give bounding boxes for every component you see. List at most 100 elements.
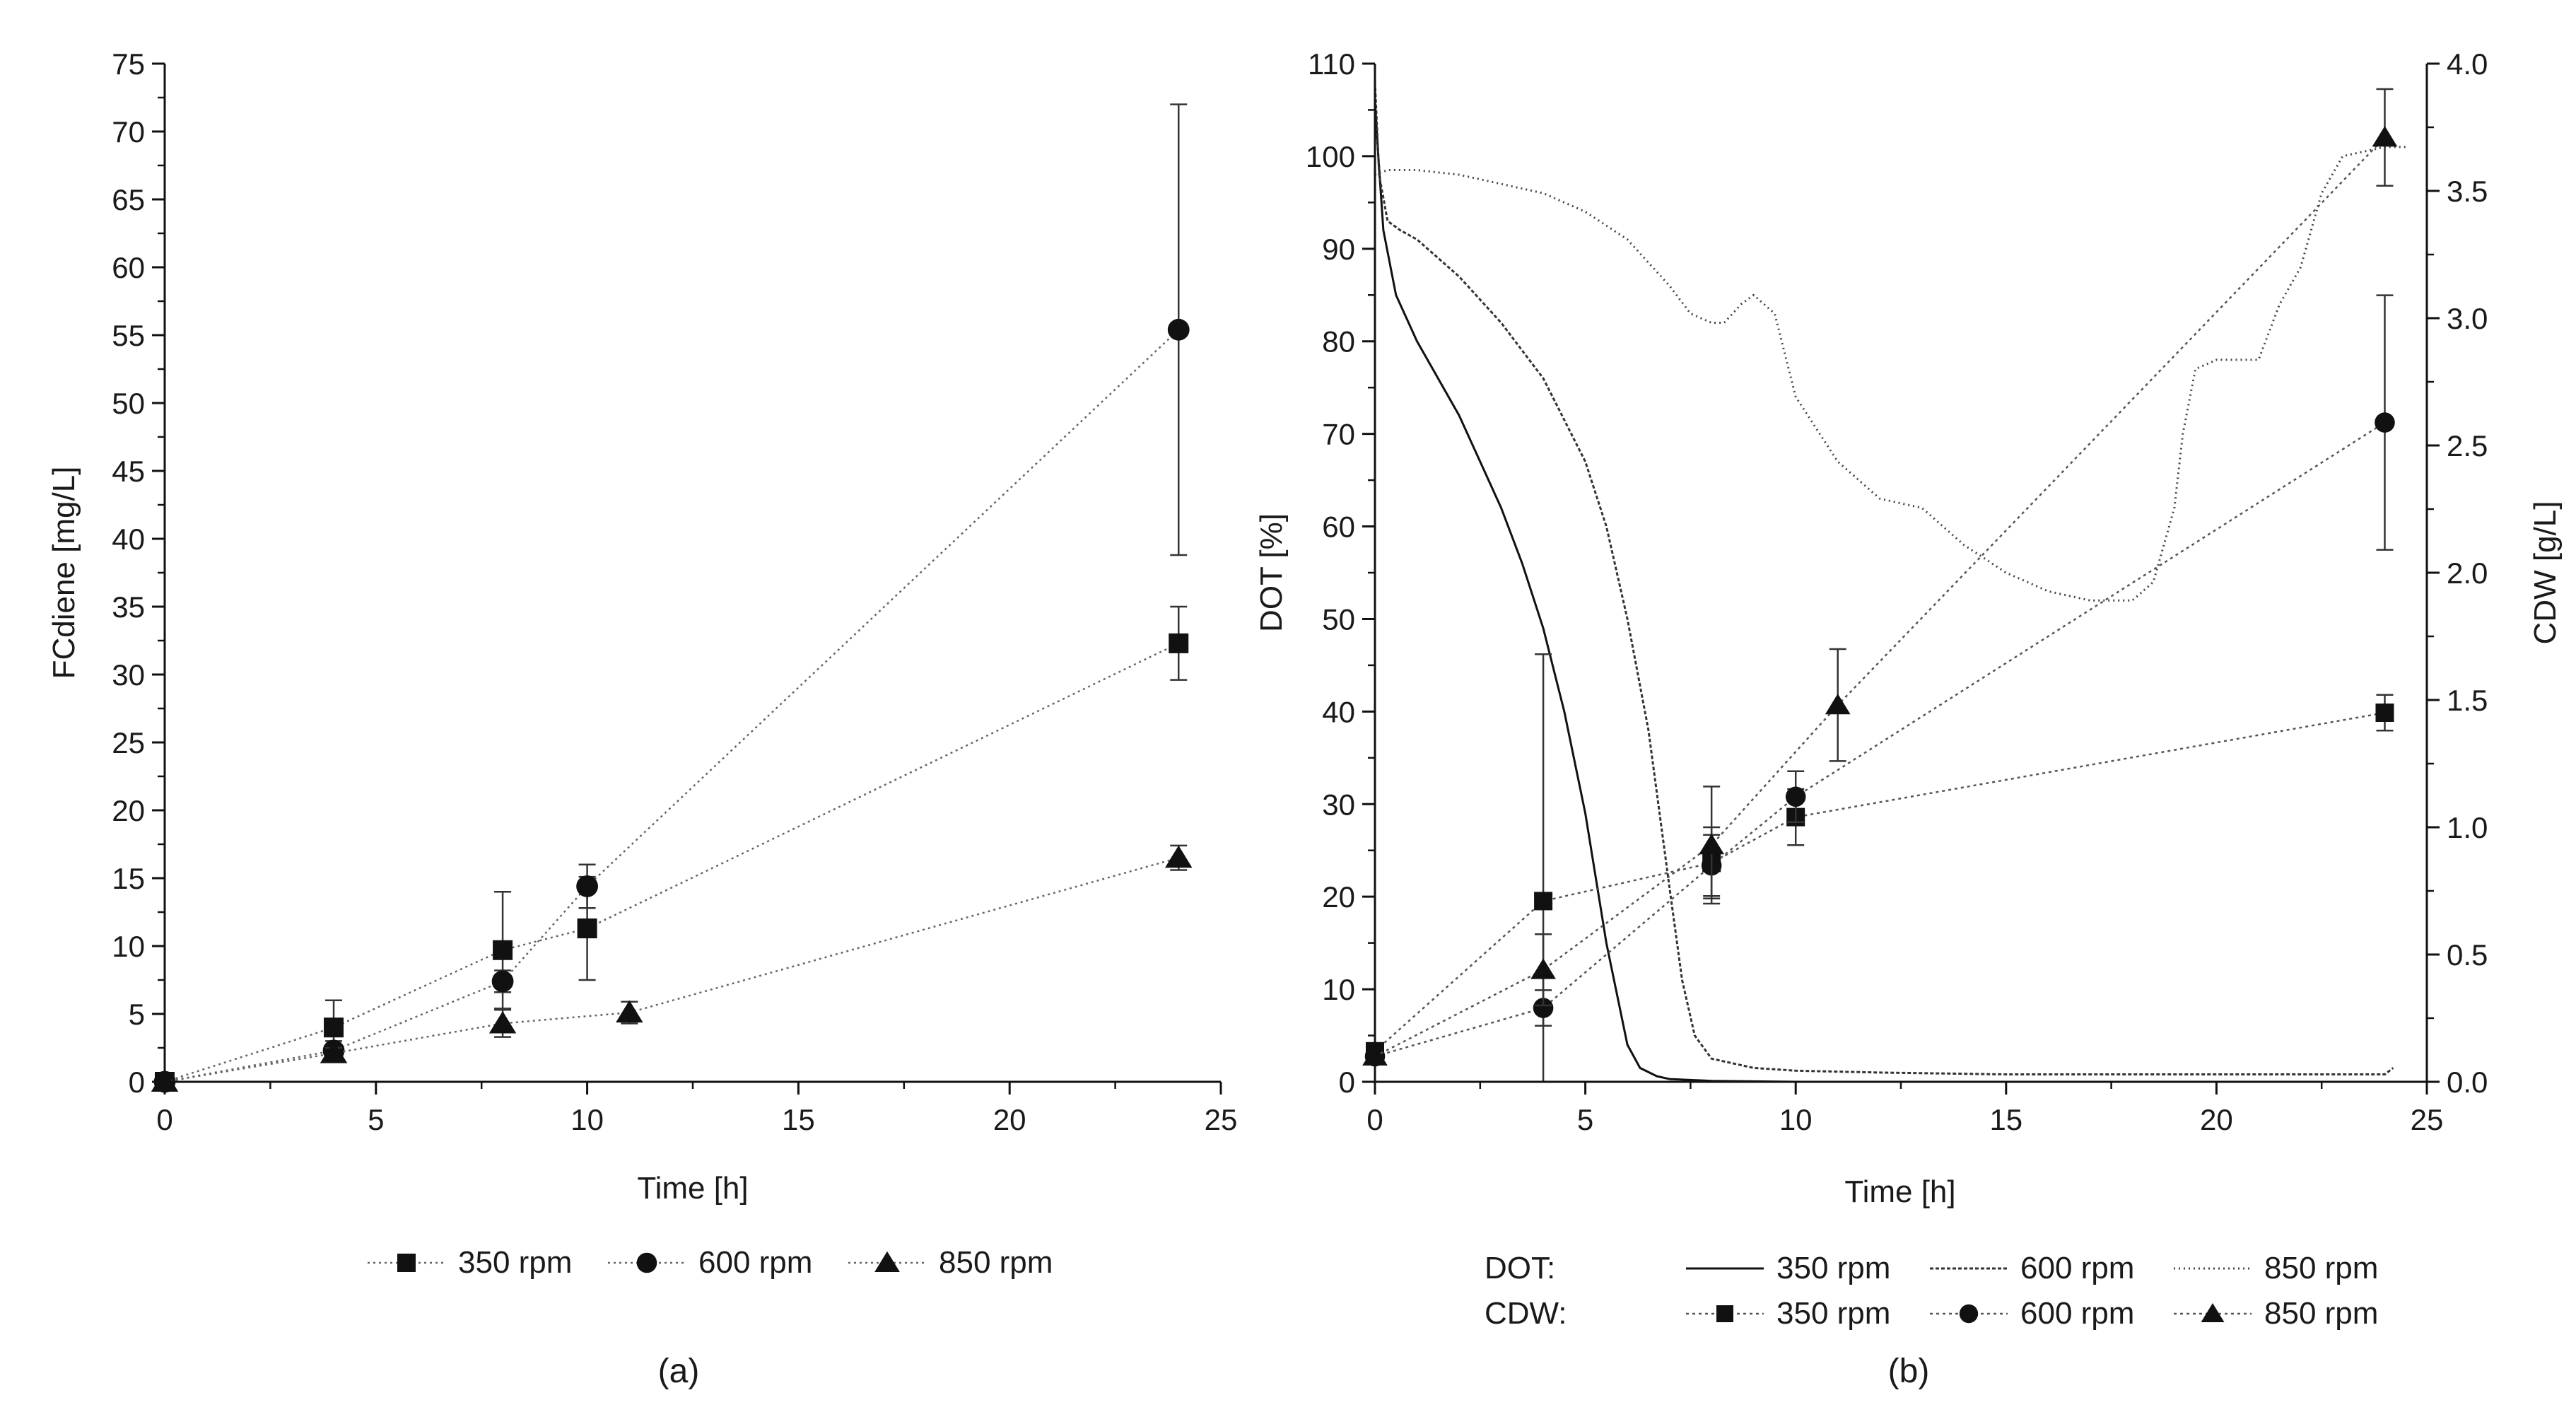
- panel-a-y-tick-label: 55: [112, 319, 145, 352]
- panel-b-x-axis-label: Time [h]: [1844, 1174, 1955, 1209]
- panel-b-x-tick-label: 15: [1989, 1103, 2022, 1136]
- panel-b-y-left-tick-label: 20: [1322, 880, 1355, 914]
- panel-b-y-right-tick-label: 0.0: [2447, 1066, 2488, 1099]
- panel-b-y-right-tick-label: 4.0: [2447, 47, 2488, 81]
- panel-b-y-left-tick-label: 50: [1322, 602, 1355, 636]
- panel-a-x-tick-label: 0: [156, 1103, 172, 1136]
- panel-a-series-0: [155, 605, 1189, 1092]
- cdw-data-point: [1530, 958, 1556, 979]
- panel-a-y-tick-label: 35: [112, 590, 145, 624]
- cdw-series-line: [1374, 421, 2386, 1058]
- panel-b-x-tick-label: 10: [1779, 1103, 1813, 1136]
- panel-a-x-axis-label: Time [h]: [637, 1171, 748, 1206]
- panel-a-data-point: [616, 1000, 643, 1023]
- cdw-series-1: [1364, 294, 2395, 1067]
- cdw-series-2: [1362, 88, 2398, 1066]
- legend-label: 350 rpm: [458, 1245, 572, 1280]
- panel-b-y-right-axis-label: CDW [g/L]: [2528, 501, 2563, 645]
- panel-b-axes: 01020304050607080901001100.00.51.01.52.0…: [1306, 47, 2488, 1136]
- panel-b-y-right-tick-label: 2.5: [2447, 429, 2488, 462]
- panel-a-data-point: [491, 970, 514, 993]
- cdw-series-line: [1374, 711, 2385, 1052]
- legend-cdw-label: 850 rpm: [2264, 1296, 2378, 1331]
- dot-line-1: [1374, 82, 2394, 1076]
- panel-b-y-right-tick-label: 0.5: [2447, 938, 2488, 972]
- panel-b-y-right-tick-label: 1.0: [2447, 811, 2488, 844]
- panel-b-y-left-tick-label: 110: [1308, 47, 1355, 81]
- panel-a-y-tick-label: 60: [112, 251, 145, 284]
- panel-b-y-left-tick-label: 70: [1322, 418, 1355, 451]
- panel-a-x-tick-label: 20: [993, 1103, 1026, 1136]
- panel-b-y-right-tick-label: 3.0: [2447, 302, 2488, 335]
- panel-b-dot-lines: [1374, 82, 2427, 1083]
- legend-cdw-label: 600 rpm: [2020, 1296, 2134, 1331]
- legend-dot-heading: DOT:: [1485, 1251, 1555, 1285]
- dot-line-0: [1374, 100, 2427, 1083]
- cdw-data-point: [1699, 833, 1725, 855]
- legend-cdw-marker: [1716, 1305, 1733, 1322]
- panel-a-x-tick-label: 5: [368, 1103, 384, 1136]
- panel-a-data-point: [1167, 318, 1190, 341]
- dot-line-2: [1374, 146, 2406, 602]
- legend-cdw-marker: [1959, 1304, 1979, 1324]
- panel-b-y-left-tick-label: 10: [1322, 973, 1355, 1006]
- cdw-series-0: [1366, 653, 2394, 1083]
- cdw-data-point: [1534, 892, 1553, 911]
- cdw-data-point: [2375, 704, 2394, 722]
- panel-a-data-point: [1164, 845, 1193, 868]
- panel-b-y-right-tick-label: 3.5: [2447, 175, 2488, 208]
- panel-b-y-left-tick-label: 60: [1322, 510, 1355, 544]
- legend-cdw-heading: CDW:: [1485, 1296, 1567, 1331]
- panel-b: 01020304050607080901001100.00.51.01.52.0…: [1254, 47, 2563, 1390]
- panel-a-y-tick-label: 45: [112, 455, 145, 488]
- panel-a-data-point: [324, 1017, 344, 1038]
- panel-b-y-left-tick-label: 80: [1322, 325, 1355, 358]
- panel-a-y-tick-label: 70: [112, 115, 145, 148]
- cdw-data-point: [1533, 998, 1554, 1018]
- panel-a-data-point: [1169, 633, 1189, 653]
- panel-a-y-tick-label: 20: [112, 794, 145, 827]
- panel-a-x-tick-label: 25: [1205, 1103, 1238, 1136]
- panel-a-y-tick-label: 65: [112, 183, 145, 216]
- panel-b-x-tick-label: 20: [2200, 1103, 2233, 1136]
- panel-a-series-line: [164, 642, 1179, 1083]
- panel-a-data-point: [493, 940, 513, 960]
- panel-a-x-tick-label: 15: [782, 1103, 815, 1136]
- legend-marker: [636, 1252, 657, 1273]
- panel-a: 0 5 10 15 20 25 30 35 40 45 50 55 60 65 70 75 0 5 10 15 20 25…: [47, 47, 1237, 1390]
- panel-a-data-point: [577, 918, 597, 939]
- cdw-data-point: [2372, 126, 2398, 147]
- panel-b-y-right-tick-label: 2.0: [2447, 556, 2488, 590]
- panel-a-y-tick-label: 75: [112, 47, 145, 81]
- legend-label: 850 rpm: [939, 1245, 1053, 1280]
- panel-b-y-left-tick-label: 100: [1306, 140, 1355, 173]
- cdw-data-point: [2375, 412, 2395, 433]
- panel-b-label: (b): [1888, 1353, 1930, 1390]
- panel-a-y-tick-label: 15: [112, 862, 145, 895]
- panel-b-y-left-tick-label: 0: [1339, 1066, 1355, 1099]
- panel-a-series-2: [151, 844, 1193, 1092]
- panel-a-data-point: [320, 1041, 348, 1063]
- panel-a-y-tick-label: 40: [112, 523, 145, 556]
- panel-b-legend: DOT: CDW: 350 rpm 600 rpm 850 rpm 350 rpm 60…: [1485, 1251, 2378, 1331]
- panel-a-y-tick-label: 50: [112, 387, 145, 420]
- panel-b-x-tick-label: 0: [1366, 1103, 1383, 1136]
- legend-cdw-marker: [2201, 1303, 2225, 1322]
- legend-dot-label: 600 rpm: [2020, 1251, 2134, 1285]
- panel-b-cdw-series: [1362, 88, 2398, 1083]
- panel-a-series-line: [164, 329, 1180, 1083]
- legend-label: 600 rpm: [698, 1245, 812, 1280]
- panel-a-axes: 0 5 10 15 20 25 30 35 40 45 50 55 60 65 70 75 0 5 10 15 20 25: [112, 47, 1237, 1136]
- panel-b-x-tick-label: 5: [1577, 1103, 1593, 1136]
- panel-a-y-axis-label: FCdiene [mg/L]: [47, 467, 81, 679]
- panel-a-label: (a): [658, 1353, 700, 1390]
- panel-a-y-tick-label: 5: [129, 998, 145, 1031]
- legend-dot-label: 350 rpm: [1776, 1251, 1890, 1285]
- panel-a-x-tick-label: 10: [570, 1103, 604, 1136]
- panel-a-data-point: [488, 1010, 517, 1034]
- cdw-data-point: [1785, 786, 1806, 807]
- panel-b-y-right-tick-label: 1.5: [2447, 684, 2488, 717]
- panel-a-y-tick-label: 25: [112, 726, 145, 759]
- panel-b-y-left-tick-label: 40: [1322, 695, 1355, 728]
- legend-marker: [874, 1251, 900, 1272]
